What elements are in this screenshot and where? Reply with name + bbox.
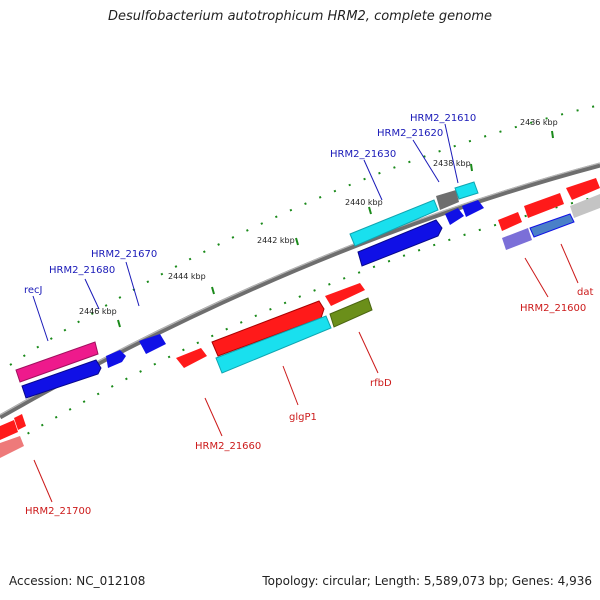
label-recj[interactable]: recJ [24, 285, 43, 296]
gene-cyan-glgp1-pair[interactable] [215, 315, 332, 374]
gene-small-blue-2[interactable] [462, 200, 484, 217]
inner-guide-dots [0, 195, 600, 451]
label-hrm2-21670[interactable]: HRM2_21670 [91, 249, 157, 260]
gene-hrm2-21700-a[interactable] [0, 420, 18, 440]
gene-hrm2-21630[interactable] [349, 199, 439, 247]
gene-blue-21630-pair[interactable] [357, 219, 443, 267]
tick-label-2442: 2442 kbp [257, 236, 295, 245]
gene-hrm2-21700-c[interactable] [0, 436, 24, 458]
gene-hrm2-21600-b[interactable] [524, 193, 564, 218]
gene-small-blue-1[interactable] [445, 208, 464, 225]
gene-hrm2-21610[interactable] [454, 181, 479, 200]
label-hrm2-21610[interactable]: HRM2_21610 [410, 113, 476, 124]
gene-recj[interactable] [15, 341, 99, 383]
tick-label-2446: 2446 kbp [79, 307, 117, 316]
genome-backbone [0, 162, 600, 420]
gene-hrm2-21600[interactable] [502, 228, 532, 250]
major-ticks [117, 130, 554, 328]
tick-label-2436: 2436 kbp [520, 118, 558, 127]
tick-label-2444: 2444 kbp [168, 272, 206, 281]
label-hrm2-21700[interactable]: HRM2_21700 [25, 506, 91, 517]
gene-light-gray[interactable] [570, 194, 600, 218]
tick-label-2438: 2438 kbp [433, 159, 471, 168]
label-rfbd[interactable]: rfbD [370, 378, 392, 389]
label-hrm2-21660[interactable]: HRM2_21660 [195, 441, 261, 452]
gene-rfbd-a[interactable] [325, 283, 365, 306]
gene-hrm2-21680[interactable] [106, 350, 126, 368]
gene-hrm2-21670[interactable] [139, 334, 166, 354]
gene-hrm2-21600-a[interactable] [498, 212, 522, 231]
genome-summary-text: Topology: circular; Length: 5,589,073 bp… [262, 574, 592, 588]
label-hrm2-21620[interactable]: HRM2_21620 [377, 128, 443, 139]
gene-hrm2-21600-c[interactable] [566, 178, 600, 200]
tick-labels: 2436 kbp 2438 kbp 2440 kbp 2442 kbp 2444… [79, 118, 558, 316]
label-dat[interactable]: dat [577, 287, 593, 298]
gene-steel-1[interactable] [529, 213, 575, 238]
label-glgp1[interactable]: glgP1 [289, 412, 317, 423]
page-title: Desulfobacterium autotrophicum HRM2, com… [107, 9, 493, 24]
bottom-gene-labels: dat HRM2_21600 rfbD glgP1 HRM2_21660 HRM… [25, 243, 593, 517]
gene-hrm2-21620[interactable] [436, 190, 459, 210]
gene-glgp1[interactable] [211, 300, 325, 357]
label-hrm2-21600[interactable]: HRM2_21600 [520, 303, 586, 314]
top-gene-labels: HRM2_21610 HRM2_21620 HRM2_21630 HRM2_21… [24, 113, 476, 342]
label-hrm2-21630[interactable]: HRM2_21630 [330, 149, 396, 160]
gene-blue-recj-pair[interactable] [21, 359, 102, 399]
outer-guide-dots [9, 104, 600, 366]
label-hrm2-21680[interactable]: HRM2_21680 [49, 265, 115, 276]
gene-hrm2-21660[interactable] [176, 348, 207, 368]
gene-rfbd[interactable] [329, 297, 373, 328]
gene-hrm2-21700-b[interactable] [14, 414, 26, 430]
tick-label-2440: 2440 kbp [345, 198, 383, 207]
accession-text: Accession: NC_012108 [9, 574, 146, 588]
forward-strand-genes [15, 181, 484, 399]
reverse-strand-genes [0, 178, 600, 458]
